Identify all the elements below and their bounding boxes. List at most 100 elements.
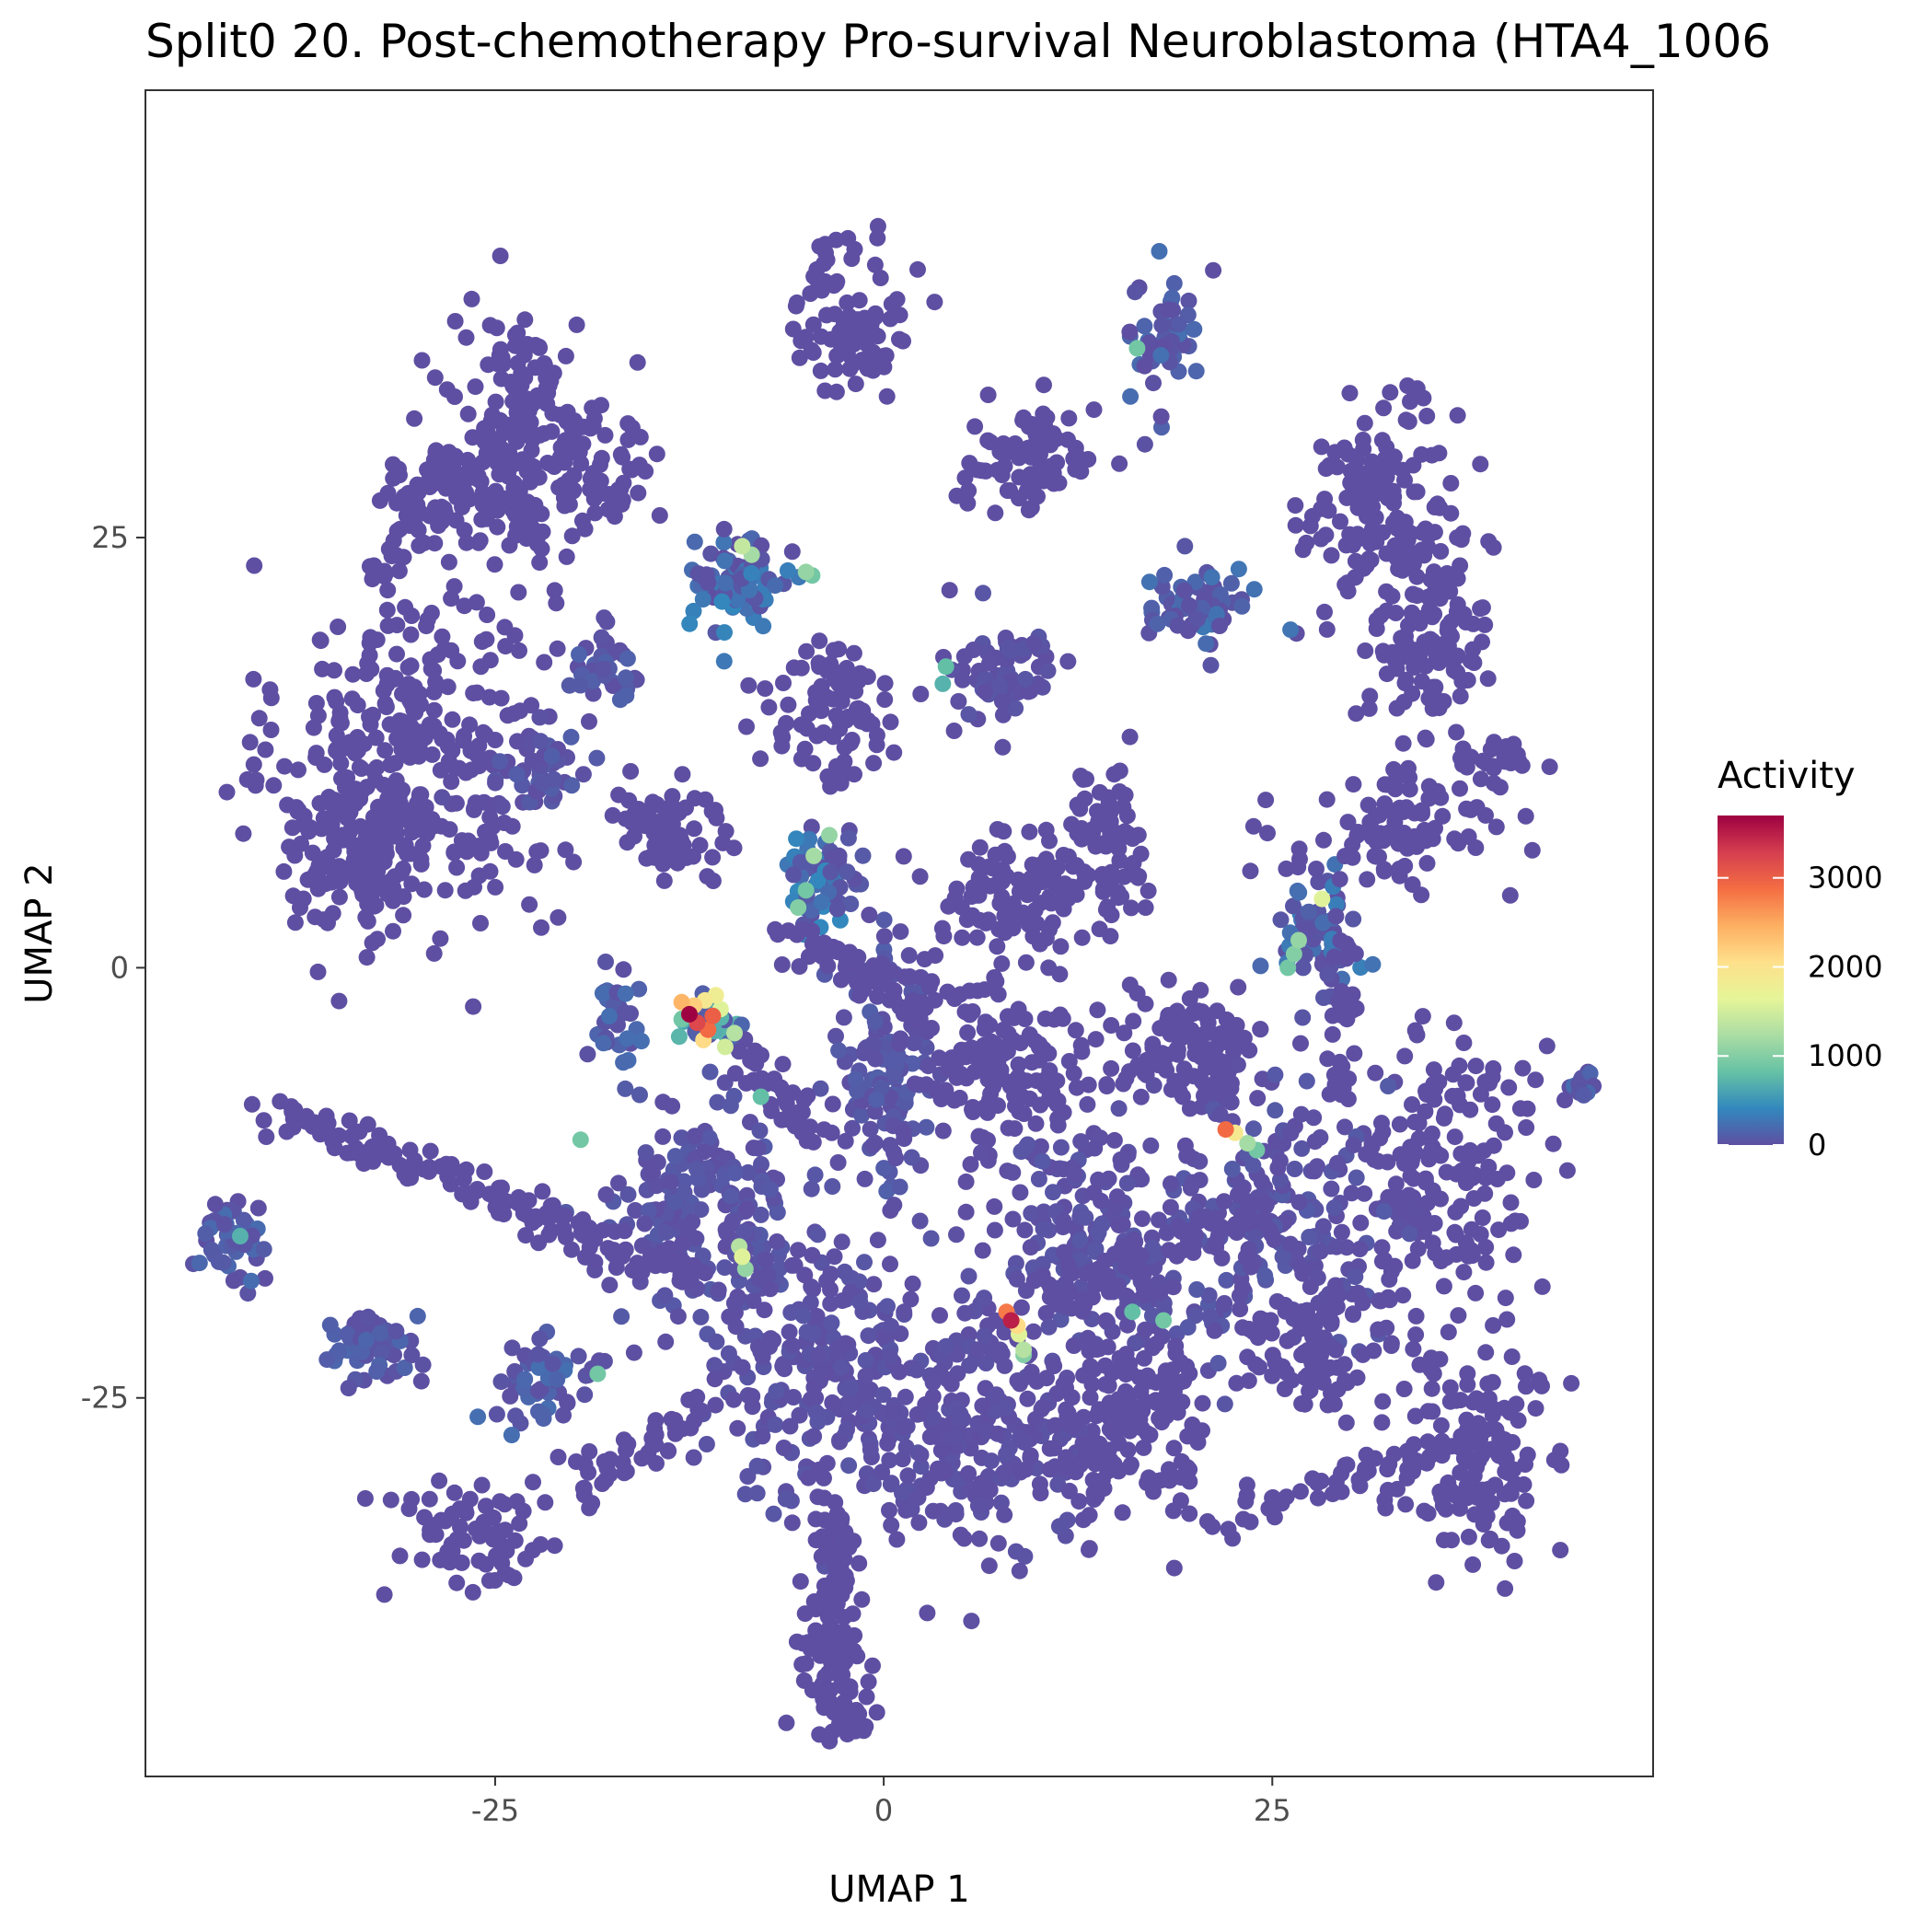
data-point	[1067, 1022, 1084, 1039]
data-point	[1223, 1161, 1241, 1177]
data-point	[290, 761, 307, 779]
data-point	[1055, 1104, 1072, 1121]
data-point	[486, 556, 503, 573]
data-point	[377, 842, 394, 860]
data-point	[906, 1075, 923, 1093]
data-point	[996, 908, 1013, 924]
data-point	[703, 803, 721, 820]
data-point	[760, 699, 778, 716]
data-point	[1448, 1165, 1465, 1183]
data-point	[384, 795, 401, 813]
data-point	[1011, 883, 1028, 900]
data-point	[1230, 978, 1247, 996]
data-point	[1348, 705, 1365, 723]
data-point	[858, 1688, 875, 1706]
data-point	[787, 297, 804, 315]
data-point	[1015, 409, 1032, 426]
data-point	[802, 285, 819, 302]
data-point	[473, 511, 491, 528]
data-point	[1060, 1482, 1078, 1499]
data-point	[593, 629, 610, 646]
data-point	[926, 294, 943, 311]
data-point	[1026, 444, 1043, 461]
data-point	[197, 1225, 214, 1243]
data-point	[986, 1221, 1003, 1239]
data-point	[1060, 1053, 1078, 1070]
data-point	[1448, 648, 1465, 665]
data-point	[791, 958, 808, 975]
data-point	[1244, 1157, 1262, 1174]
data-point	[1301, 1278, 1319, 1295]
data-point	[1424, 700, 1441, 717]
data-point	[1442, 504, 1460, 522]
data-point	[1477, 1254, 1495, 1271]
data-point	[1129, 869, 1147, 886]
data-point	[191, 1255, 208, 1272]
data-point	[1242, 862, 1259, 880]
data-point	[1372, 607, 1390, 624]
data-point	[422, 1142, 439, 1160]
data-point	[883, 1517, 900, 1534]
data-point	[542, 1222, 560, 1239]
data-point	[1452, 1392, 1469, 1409]
data-point	[713, 593, 731, 610]
data-point	[1417, 832, 1434, 850]
data-point	[431, 1472, 448, 1489]
data-point	[1160, 971, 1177, 989]
data-point	[571, 646, 587, 663]
data-point	[594, 1475, 611, 1492]
data-point	[1125, 1231, 1142, 1248]
data-point	[1331, 871, 1348, 888]
data-point	[507, 1407, 525, 1425]
data-point	[651, 507, 668, 524]
data-point	[465, 998, 482, 1015]
data-point	[361, 647, 378, 664]
data-point	[1046, 1440, 1063, 1457]
data-point	[1407, 1326, 1425, 1344]
data-point	[472, 658, 490, 676]
data-point	[1337, 950, 1355, 967]
data-point	[844, 1119, 861, 1137]
data-point	[363, 661, 380, 678]
data-point	[1455, 1264, 1473, 1281]
data-point	[411, 480, 428, 498]
data-point	[1347, 1268, 1364, 1286]
data-point	[1084, 824, 1102, 841]
data-point	[1137, 899, 1154, 917]
data-point	[825, 642, 842, 659]
data-point	[908, 1361, 925, 1379]
data-point	[502, 1387, 519, 1405]
data-point	[1356, 492, 1373, 510]
data-point	[1160, 301, 1177, 318]
data-point	[1379, 1481, 1396, 1498]
data-point	[412, 855, 430, 873]
data-point	[1022, 1239, 1039, 1256]
data-point	[740, 677, 758, 694]
data-point	[842, 1379, 859, 1396]
data-point	[1448, 1245, 1465, 1263]
data-point	[487, 732, 503, 748]
data-point	[1423, 1349, 1440, 1367]
data-point	[481, 862, 499, 880]
data-point	[588, 749, 606, 767]
data-point	[885, 1064, 903, 1082]
data-point	[1299, 1366, 1316, 1383]
data-point	[662, 1174, 679, 1191]
data-point	[1230, 561, 1247, 578]
data-point	[854, 702, 872, 720]
data-point	[1202, 656, 1220, 674]
data-point	[1337, 935, 1355, 953]
data-point	[1345, 776, 1362, 793]
data-point	[1069, 1414, 1086, 1431]
data-point	[630, 484, 647, 502]
data-point	[767, 1416, 784, 1433]
data-point	[528, 387, 546, 404]
data-point	[1364, 955, 1382, 973]
data-point	[281, 839, 298, 856]
data-point	[536, 654, 553, 671]
data-point	[457, 329, 475, 346]
data-point	[1071, 1456, 1089, 1474]
data-point	[994, 706, 1012, 723]
data-point	[349, 697, 366, 714]
data-point	[503, 1427, 520, 1444]
